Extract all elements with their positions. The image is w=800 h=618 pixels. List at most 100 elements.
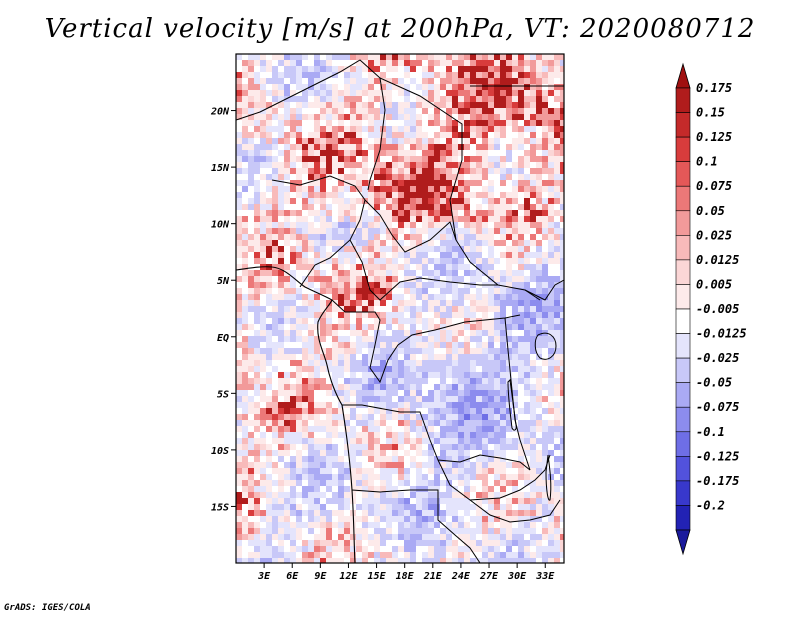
- field-cell: [392, 78, 399, 85]
- field-cell: [464, 84, 471, 91]
- field-cell: [524, 144, 531, 151]
- field-cell: [416, 222, 423, 229]
- field-cell: [506, 516, 513, 523]
- field-cell: [350, 114, 357, 121]
- field-cell: [548, 546, 555, 553]
- field-cell: [308, 516, 315, 523]
- field-cell: [254, 306, 261, 313]
- field-cell: [272, 252, 279, 259]
- field-cell: [422, 216, 429, 223]
- field-cell: [266, 168, 273, 175]
- field-cell: [260, 402, 267, 409]
- field-cell: [314, 510, 321, 517]
- field-cell: [518, 474, 525, 481]
- field-cell: [482, 240, 489, 247]
- field-cell: [518, 144, 525, 151]
- field-cell: [416, 498, 423, 505]
- field-cell: [314, 60, 321, 67]
- field-cell: [248, 366, 255, 373]
- field-cell: [554, 270, 561, 277]
- field-cell: [458, 384, 465, 391]
- field-cell: [494, 552, 501, 559]
- field-cell: [344, 156, 351, 163]
- field-cell: [356, 288, 363, 295]
- field-cell: [542, 198, 549, 205]
- field-cell: [392, 324, 399, 331]
- field-cell: [344, 420, 351, 427]
- field-cell: [260, 348, 267, 355]
- field-cell: [302, 150, 309, 157]
- field-cell: [368, 300, 375, 307]
- field-cell: [530, 150, 537, 157]
- field-cell: [422, 90, 429, 97]
- field-cell: [302, 522, 309, 529]
- field-cell: [404, 270, 411, 277]
- field-cell: [410, 336, 417, 343]
- field-cell: [398, 378, 405, 385]
- field-cell: [344, 348, 351, 355]
- field-cell: [320, 528, 327, 535]
- field-cell: [290, 126, 297, 133]
- field-cell: [350, 396, 357, 403]
- field-cell: [524, 168, 531, 175]
- field-cell: [560, 384, 564, 391]
- field-cell: [374, 384, 381, 391]
- field-cell: [542, 444, 549, 451]
- field-cell: [248, 234, 255, 241]
- field-cell: [332, 546, 339, 553]
- field-cell: [422, 132, 429, 139]
- field-cell: [386, 408, 393, 415]
- field-cell: [386, 450, 393, 457]
- field-cell: [362, 354, 369, 361]
- field-cell: [524, 192, 531, 199]
- field-cell: [410, 114, 417, 121]
- field-cell: [248, 186, 255, 193]
- field-cell: [326, 264, 333, 271]
- field-cell: [284, 462, 291, 469]
- field-cell: [488, 156, 495, 163]
- field-cell: [284, 534, 291, 541]
- field-cell: [494, 510, 501, 517]
- field-cell: [242, 90, 249, 97]
- field-cell: [290, 360, 297, 367]
- field-cell: [260, 552, 267, 559]
- field-cell: [476, 144, 483, 151]
- field-cell: [416, 66, 423, 73]
- field-cell: [374, 240, 381, 247]
- field-cell: [296, 174, 303, 181]
- field-cell: [482, 330, 489, 337]
- field-cell: [308, 156, 315, 163]
- field-cell: [428, 438, 435, 445]
- field-cell: [488, 432, 495, 439]
- field-cell: [386, 540, 393, 547]
- field-cell: [524, 210, 531, 217]
- field-cell: [290, 546, 297, 553]
- field-cell: [440, 384, 447, 391]
- field-cell: [320, 198, 327, 205]
- field-cell: [272, 336, 279, 343]
- field-cell: [362, 462, 369, 469]
- field-cell: [536, 432, 543, 439]
- field-cell: [494, 156, 501, 163]
- field-cell: [344, 372, 351, 379]
- field-cell: [560, 504, 564, 511]
- field-cell: [344, 84, 351, 91]
- field-cell: [320, 252, 327, 259]
- field-cell: [422, 468, 429, 475]
- field-cell: [428, 372, 435, 379]
- field-cell: [290, 102, 297, 109]
- field-cell: [308, 270, 315, 277]
- field-cell: [494, 426, 501, 433]
- field-cell: [362, 66, 369, 73]
- field-cell: [512, 144, 519, 151]
- field-cell: [254, 66, 261, 73]
- field-cell: [422, 402, 429, 409]
- field-cell: [290, 306, 297, 313]
- field-cell: [266, 270, 273, 277]
- field-cell: [458, 210, 465, 217]
- field-cell: [428, 546, 435, 553]
- field-cell: [284, 336, 291, 343]
- field-cell: [368, 294, 375, 301]
- field-cell: [458, 396, 465, 403]
- field-cell: [404, 102, 411, 109]
